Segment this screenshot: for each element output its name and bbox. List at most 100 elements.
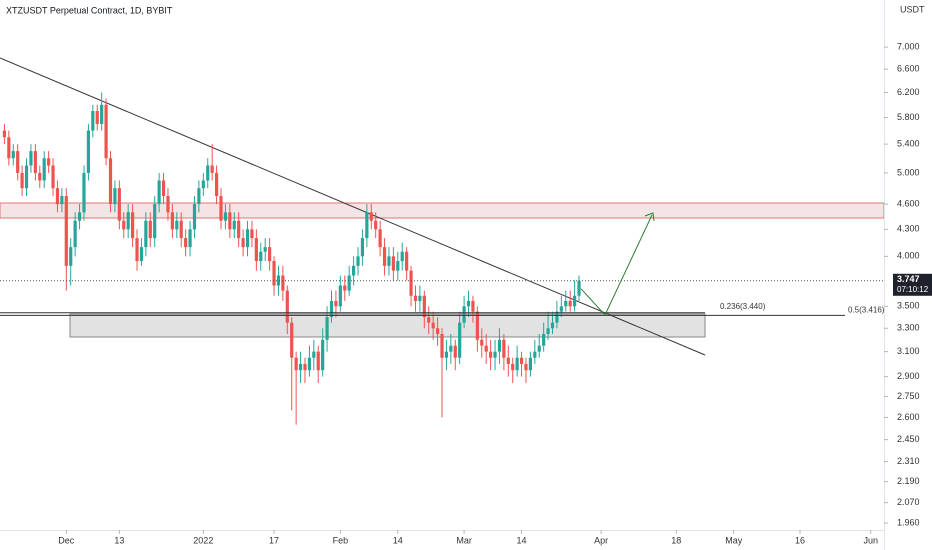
fib-label: 0.5(3.416) — [848, 305, 885, 314]
candle-body — [214, 172, 219, 197]
candle-body — [272, 261, 276, 286]
candle-body — [91, 111, 95, 131]
candle-body — [312, 351, 316, 358]
candle-body — [360, 238, 365, 257]
candle-body — [16, 151, 20, 173]
x-tick-label: Dec — [58, 535, 75, 545]
candle-body — [60, 196, 64, 205]
y-tick-label: 6.600 — [897, 63, 920, 73]
candle-body — [33, 151, 37, 173]
candle-body — [285, 290, 289, 323]
candle-body — [170, 212, 174, 230]
candle-body — [458, 322, 462, 358]
candle-body — [69, 247, 73, 266]
candle-body — [237, 220, 241, 239]
candle-body — [20, 172, 24, 189]
x-tick-label: Feb — [333, 535, 349, 545]
candle-body — [542, 333, 546, 346]
candle-body — [471, 300, 475, 312]
candle-body — [228, 212, 232, 230]
candle-body — [82, 172, 86, 213]
candle-body — [502, 339, 506, 358]
y-tick-label: 2.190 — [897, 476, 920, 486]
candle-body — [188, 229, 192, 248]
candle-body — [250, 229, 254, 239]
x-tick-label: 14 — [517, 535, 527, 545]
candle-body — [51, 165, 55, 189]
last-price-label: 3.747 — [897, 274, 920, 284]
candle-body — [334, 300, 338, 307]
candle-body — [329, 300, 334, 318]
candle-body — [325, 317, 329, 340]
candle-body — [444, 351, 449, 358]
candle-body — [139, 247, 144, 262]
candle-body — [546, 328, 550, 334]
candle-body — [153, 204, 157, 239]
y-tick-label: 2.310 — [897, 456, 920, 466]
candle-body — [192, 204, 197, 230]
candle-body — [493, 351, 497, 358]
candle-body — [24, 165, 29, 189]
candle-body — [42, 158, 46, 181]
candle-body — [577, 280, 581, 296]
candle-body — [413, 295, 418, 301]
candle-body — [290, 322, 294, 358]
candle-body — [232, 220, 236, 230]
candle-body — [422, 295, 426, 318]
candle-body — [396, 261, 400, 271]
candle-body — [131, 212, 135, 239]
candle-body — [86, 130, 90, 173]
candle-body — [263, 247, 267, 252]
candle-body — [122, 220, 126, 230]
candle-body — [47, 158, 51, 166]
x-tick-label: Jun — [863, 535, 878, 545]
candle-body — [254, 238, 258, 262]
candle-body — [484, 345, 488, 352]
x-tick-label: 18 — [671, 535, 681, 545]
projection-arrow — [580, 214, 653, 316]
candle-body — [197, 188, 201, 205]
candle-body — [519, 357, 524, 364]
candle-body — [374, 220, 378, 230]
candle-body — [179, 220, 183, 239]
candle-body — [241, 238, 245, 248]
candle-body — [568, 300, 572, 307]
candle-body — [303, 363, 307, 371]
candle-body — [29, 151, 33, 166]
candle-body — [294, 357, 298, 371]
candle-body — [161, 180, 166, 197]
candle-body — [298, 363, 303, 371]
y-tick-label: 2.070 — [897, 497, 920, 507]
candle-body — [338, 285, 342, 307]
y-tick-label: 5.800 — [897, 112, 920, 122]
candle-body — [108, 158, 113, 205]
candle-body — [281, 275, 285, 291]
candle-body — [64, 196, 68, 266]
candle-body — [515, 357, 519, 371]
candle-body — [369, 212, 373, 221]
candle-body — [453, 345, 457, 358]
y-tick-label: 4.000 — [897, 251, 920, 261]
candle-body — [352, 265, 356, 276]
candle-body — [550, 322, 555, 329]
candle-body — [391, 256, 395, 271]
arrow-head — [644, 212, 655, 222]
candle-body — [564, 300, 568, 307]
candle-body — [555, 311, 559, 323]
candle-body — [55, 188, 60, 205]
candle-body — [223, 212, 228, 221]
candle-body — [157, 180, 161, 205]
y-tick-label: 2.600 — [897, 412, 920, 422]
x-tick-label: May — [725, 535, 743, 545]
candle-body — [201, 180, 205, 189]
x-tick-label: 17 — [269, 535, 279, 545]
candle-body — [113, 188, 117, 205]
candle-body — [316, 351, 320, 371]
y-tick-label: 5.000 — [897, 167, 920, 177]
candle-body — [268, 247, 272, 262]
trendline — [0, 57, 706, 356]
candle-body — [77, 212, 82, 221]
candle-body — [440, 333, 444, 358]
candle-body — [431, 322, 435, 329]
x-tick-label: 2022 — [193, 535, 213, 545]
